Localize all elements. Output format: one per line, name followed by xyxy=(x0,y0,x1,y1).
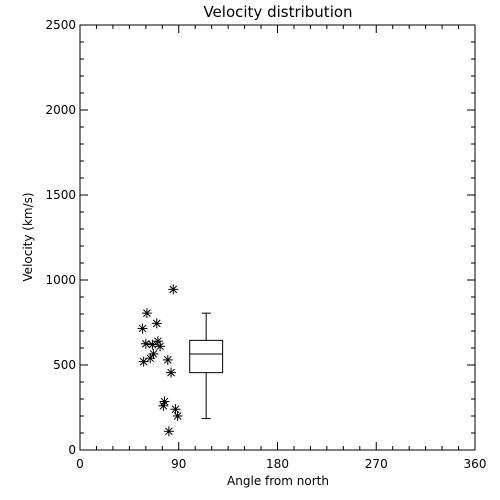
x-tick-label: 90 xyxy=(171,457,186,471)
data-points xyxy=(137,284,183,437)
axis-ticks: 0 90 180 270 360 0 500 1000 1500 2000 2500 xyxy=(45,18,486,471)
x-tick-label: 180 xyxy=(266,457,289,471)
plot-frame xyxy=(79,24,476,451)
y-tick-label: 1500 xyxy=(45,188,76,202)
x-axis-title: Angle from north xyxy=(227,474,329,488)
data-point xyxy=(159,396,170,407)
data-point xyxy=(137,323,148,334)
x-tick-label: 270 xyxy=(365,457,388,471)
x-tick-label: 360 xyxy=(464,457,487,471)
y-tick-label: 2000 xyxy=(45,103,76,117)
data-point xyxy=(148,348,159,359)
y-tick-label: 1000 xyxy=(45,273,76,287)
chart-title: Velocity distribution xyxy=(203,3,352,21)
data-point xyxy=(140,338,151,349)
data-point xyxy=(168,284,179,295)
data-point xyxy=(151,318,162,329)
data-point xyxy=(172,411,183,421)
y-tick-label: 0 xyxy=(68,443,76,457)
box-iqr xyxy=(189,339,224,374)
data-point xyxy=(162,354,173,365)
data-point xyxy=(166,367,177,378)
y-tick-label: 2500 xyxy=(45,18,76,32)
boxplot xyxy=(189,312,224,420)
x-tick-label: 0 xyxy=(76,457,84,471)
data-point xyxy=(163,426,174,437)
y-axis-title: Velocity (km/s) xyxy=(21,192,35,281)
data-point xyxy=(170,404,181,415)
data-point xyxy=(141,308,152,319)
y-tick-label: 500 xyxy=(53,358,76,372)
data-point xyxy=(155,341,166,352)
data-point xyxy=(147,339,158,350)
